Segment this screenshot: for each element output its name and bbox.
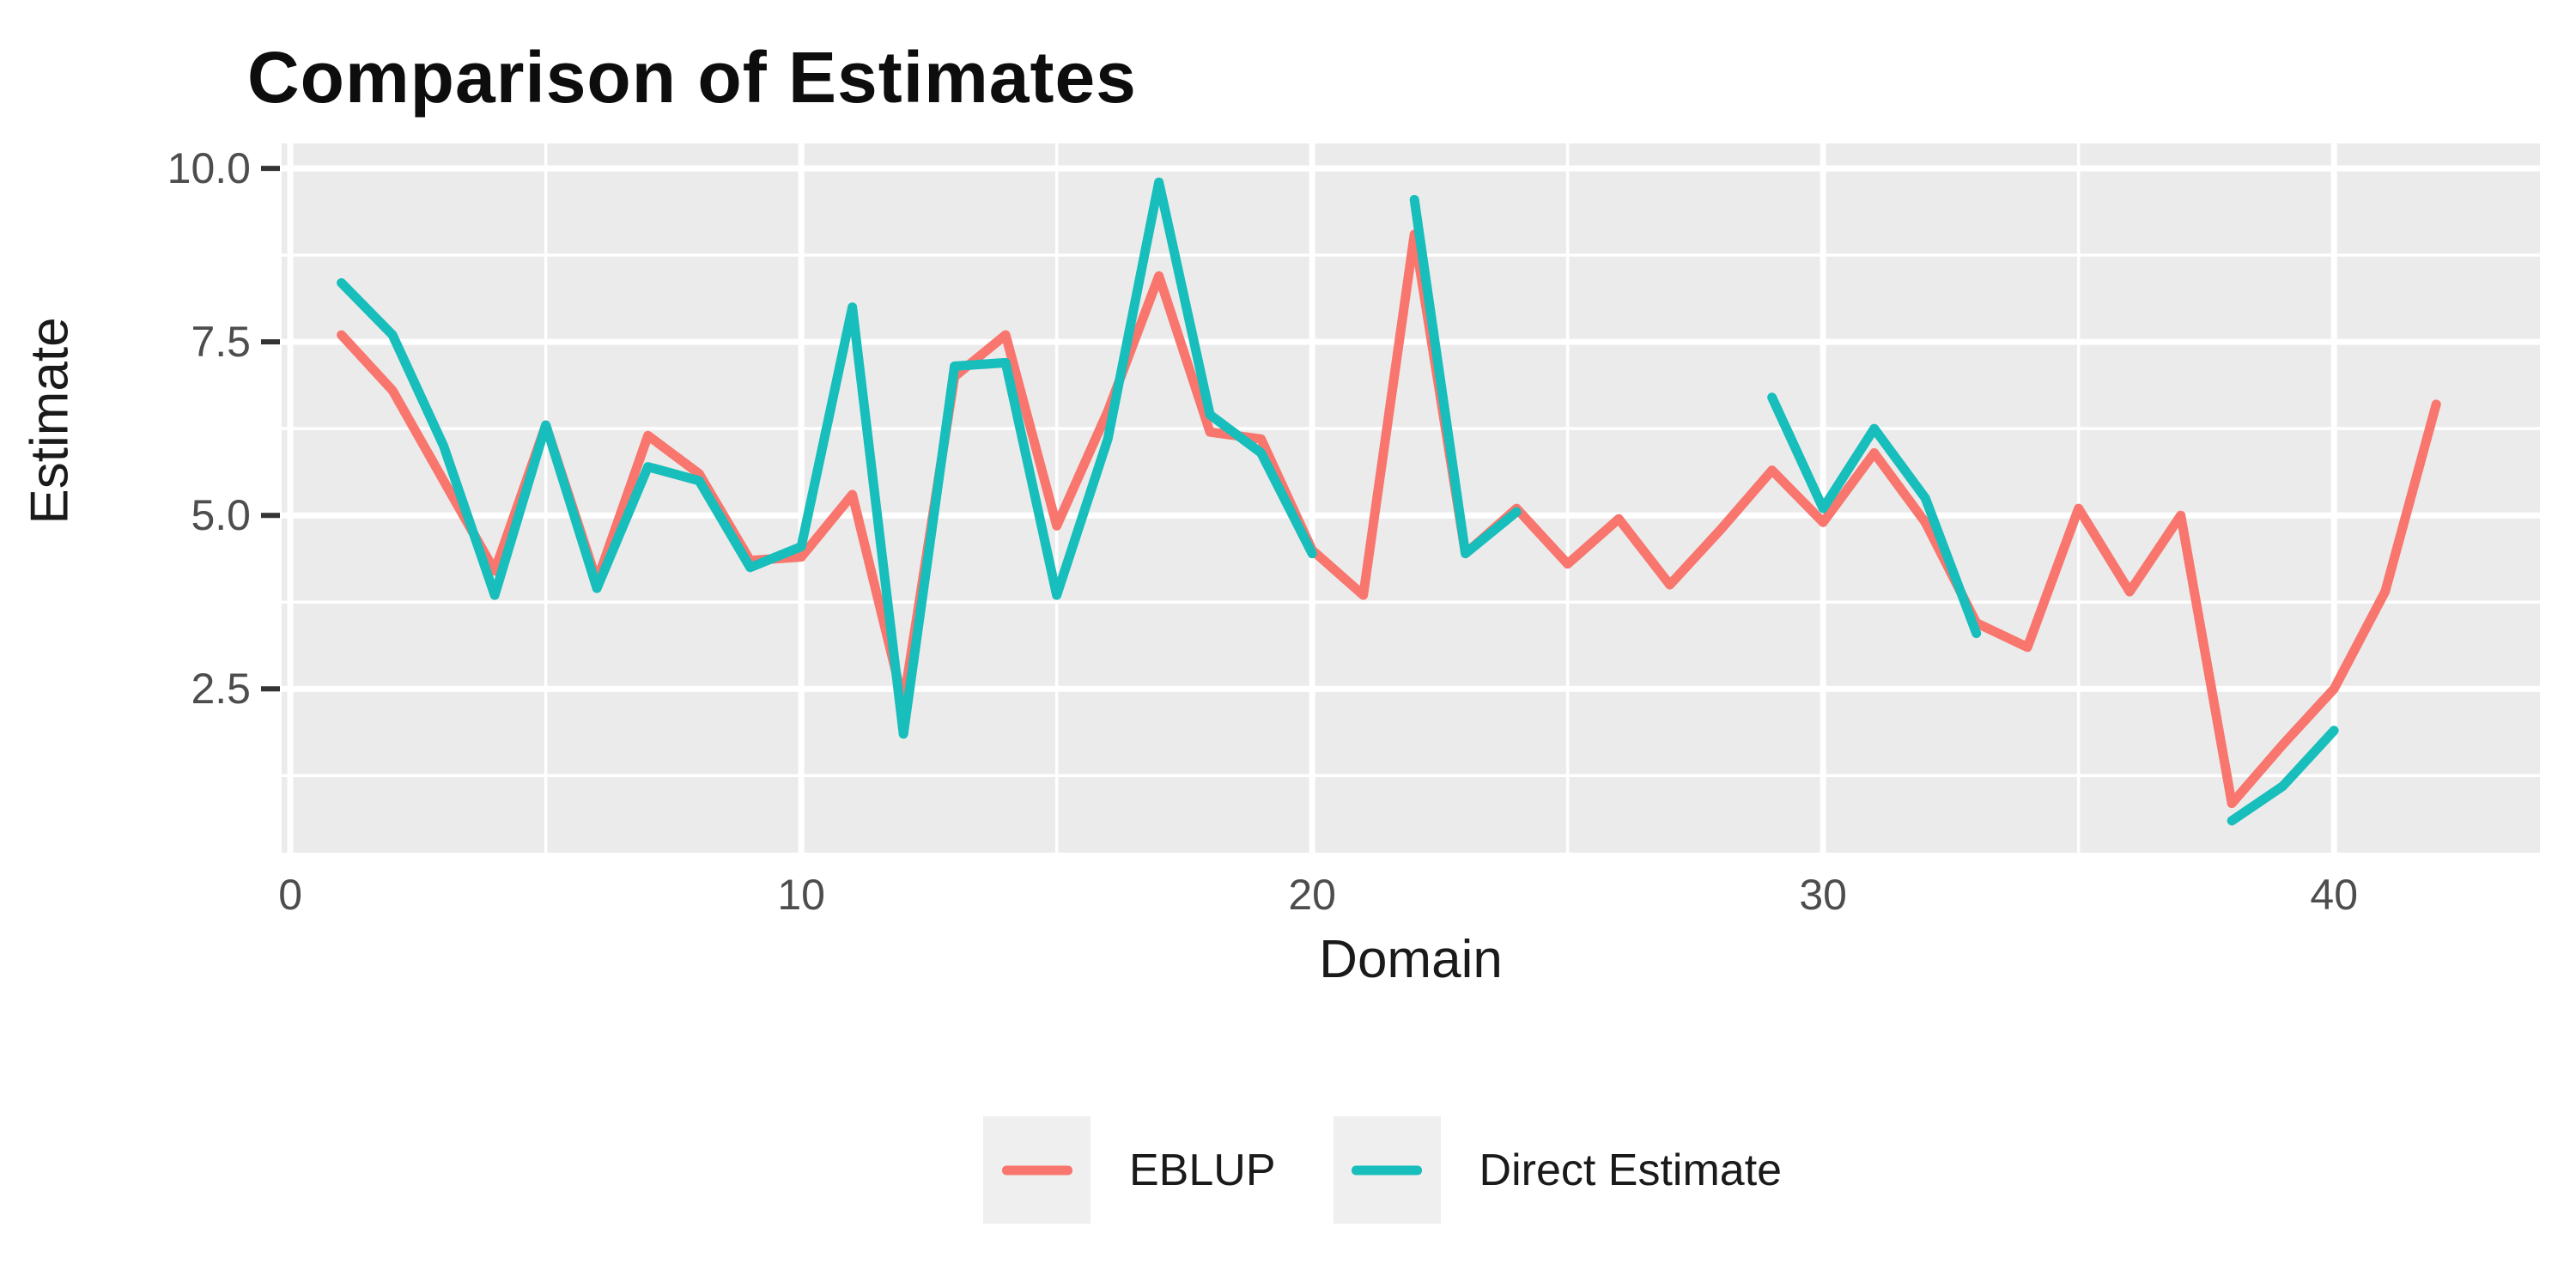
series-line-direct bbox=[337, 177, 1317, 739]
legend-label-eblup: EBLUP bbox=[1129, 1145, 1276, 1195]
x-tick-label: 40 bbox=[2310, 871, 2359, 919]
legend: EBLUP Direct Estimate bbox=[983, 1116, 1782, 1224]
legend-key-direct bbox=[1333, 1116, 1441, 1224]
series-line-eblup bbox=[337, 229, 2441, 809]
direct-line-swatch bbox=[1352, 1165, 1423, 1175]
y-tick-label: 5.0 bbox=[191, 491, 251, 540]
y-tick-label: 2.5 bbox=[191, 665, 251, 714]
chart-title: Comparison of Estimates bbox=[247, 37, 1137, 118]
eblup-line-swatch bbox=[1001, 1165, 1072, 1175]
x-tick-label: 10 bbox=[777, 871, 825, 919]
legend-item-direct: Direct Estimate bbox=[1333, 1116, 1783, 1224]
x-tick-label: 30 bbox=[1799, 871, 1847, 919]
series-line-direct bbox=[2227, 726, 2339, 826]
legend-key-eblup bbox=[983, 1116, 1091, 1224]
y-axis-title: Estimate bbox=[20, 317, 80, 525]
legend-label-direct: Direct Estimate bbox=[1479, 1145, 1783, 1195]
x-tick-label: 0 bbox=[278, 871, 303, 919]
series-line-direct bbox=[1767, 392, 1982, 639]
x-tick-label: 20 bbox=[1288, 871, 1336, 919]
y-tick-label: 10.0 bbox=[167, 144, 251, 193]
series-line-direct bbox=[1409, 194, 1522, 559]
x-axis-title: Domain bbox=[1319, 930, 1503, 989]
y-tick-label: 7.5 bbox=[191, 318, 251, 367]
legend-item-eblup: EBLUP bbox=[983, 1116, 1276, 1224]
